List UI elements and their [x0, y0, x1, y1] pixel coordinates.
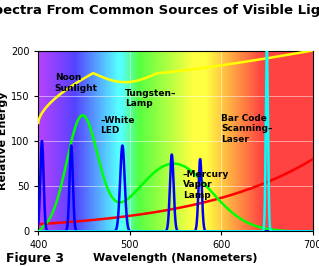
Text: –Mercury
Vapor
Lamp: –Mercury Vapor Lamp — [183, 170, 229, 200]
Text: –White
LED: –White LED — [100, 116, 135, 135]
X-axis label: Wavelength (Nanometers): Wavelength (Nanometers) — [93, 253, 258, 263]
Y-axis label: Relative Energy: Relative Energy — [0, 92, 8, 190]
Text: Noon
Sunlight: Noon Sunlight — [55, 73, 98, 93]
Text: Tungsten–
Lamp: Tungsten– Lamp — [125, 89, 177, 108]
Text: Figure 3: Figure 3 — [6, 252, 64, 265]
Text: Bar Code
Scanning–
Laser: Bar Code Scanning– Laser — [221, 114, 273, 144]
Text: Spectra From Common Sources of Visible Light: Spectra From Common Sources of Visible L… — [0, 4, 319, 17]
